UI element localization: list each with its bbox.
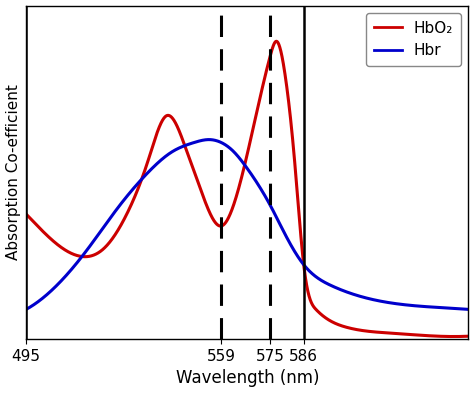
HbO₂ <box>23 212 29 217</box>
HbO₂ <box>212 220 218 224</box>
Hbr <box>457 307 463 311</box>
HbO₂ <box>273 39 279 44</box>
HbO₂ <box>193 174 199 178</box>
Hbr <box>410 303 415 308</box>
HbO₂ <box>74 253 80 258</box>
Hbr <box>100 226 106 231</box>
Hbr <box>193 140 199 144</box>
HbO₂ <box>457 334 463 339</box>
Legend: HbO₂, Hbr: HbO₂, Hbr <box>366 13 461 66</box>
X-axis label: Wavelength (nm): Wavelength (nm) <box>175 369 319 387</box>
Line: Hbr: Hbr <box>26 140 468 309</box>
HbO₂ <box>410 332 415 337</box>
Hbr <box>23 307 29 312</box>
Hbr <box>212 138 218 143</box>
Y-axis label: Absorption Co-efficient: Absorption Co-efficient <box>6 84 20 260</box>
HbO₂ <box>451 334 457 339</box>
HbO₂ <box>100 247 106 252</box>
Line: HbO₂: HbO₂ <box>26 41 468 336</box>
Hbr <box>206 137 212 142</box>
Hbr <box>74 261 80 266</box>
HbO₂ <box>465 334 471 338</box>
Hbr <box>465 307 471 312</box>
